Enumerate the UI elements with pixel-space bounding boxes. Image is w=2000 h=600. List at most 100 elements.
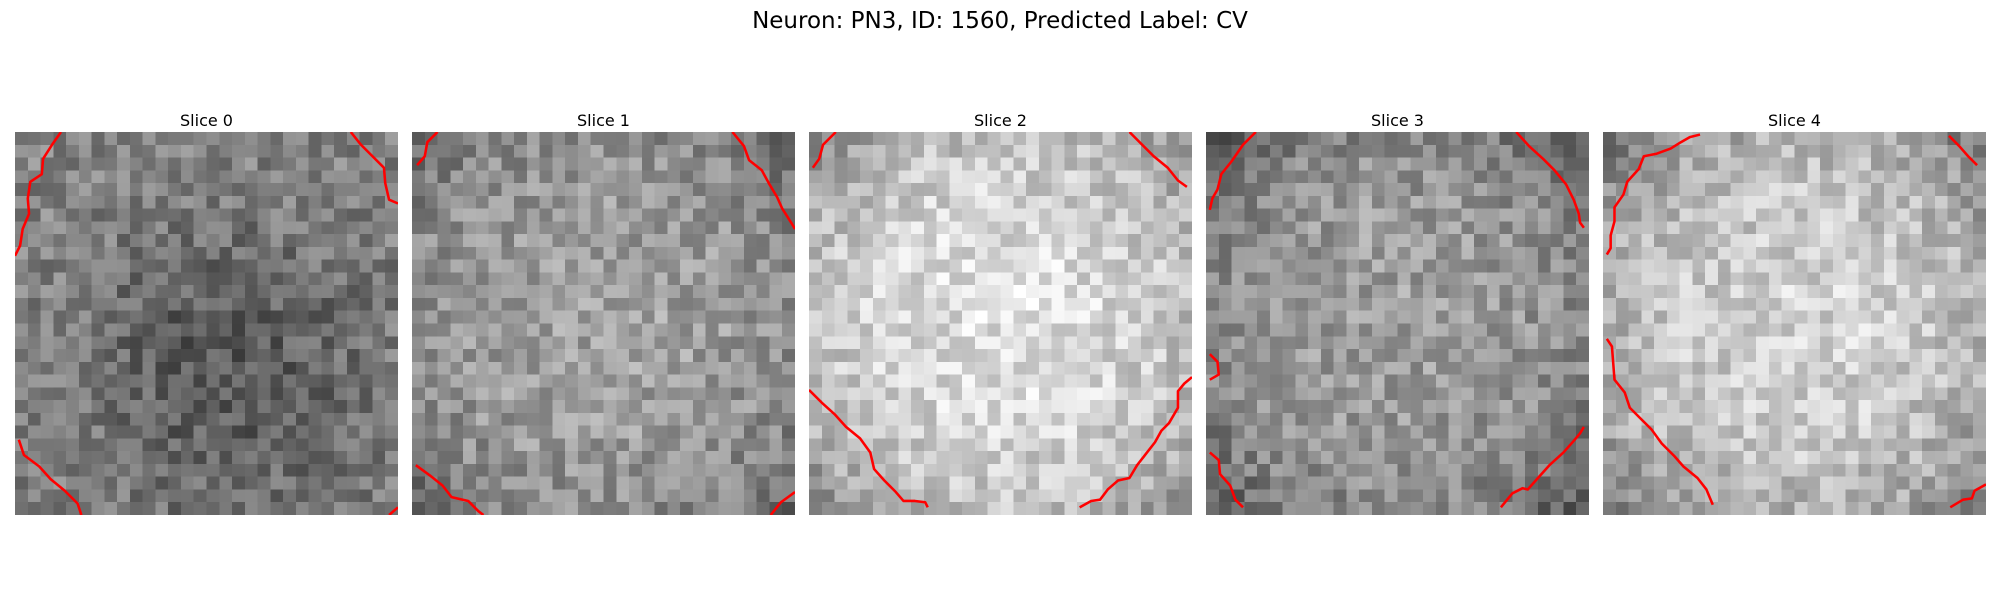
image-pixel [1794, 272, 1808, 286]
image-pixel [1140, 272, 1154, 286]
image-pixel [1115, 451, 1129, 465]
image-pixel [577, 170, 591, 184]
image-pixel [526, 489, 540, 503]
image-pixel [565, 234, 579, 248]
image-pixel [1166, 438, 1180, 452]
image-pixel [1128, 234, 1142, 248]
image-pixel [117, 246, 131, 260]
image-pixel [1628, 221, 1642, 235]
image-pixel [1537, 246, 1551, 260]
image-pixel [1794, 170, 1808, 184]
image-pixel [1423, 132, 1437, 146]
image-pixel [1576, 195, 1589, 209]
image-pixel [1871, 272, 1885, 286]
image-pixel [1269, 183, 1283, 197]
image-pixel [1947, 489, 1961, 503]
image-pixel [1231, 208, 1245, 222]
image-pixel [463, 246, 477, 260]
image-pixel [1423, 259, 1437, 273]
image-pixel [847, 361, 861, 375]
image-pixel [1743, 157, 1757, 171]
image-pixel [514, 476, 528, 490]
image-pixel [91, 451, 105, 465]
image-pixel [91, 285, 105, 299]
image-pixel [1768, 502, 1782, 515]
image-pixel [756, 502, 770, 515]
image-pixel [872, 502, 886, 515]
image-pixel [168, 297, 182, 311]
image-pixel [244, 323, 258, 337]
image-pixel [1257, 349, 1271, 363]
image-pixel [180, 349, 194, 363]
image-pixel [860, 285, 874, 299]
image-pixel [1166, 285, 1180, 299]
image-pixel [180, 374, 194, 388]
image-pixel [1140, 323, 1154, 337]
image-pixel [616, 463, 630, 477]
image-pixel [782, 438, 795, 452]
image-pixel [834, 259, 848, 273]
contour-line [1605, 133, 1701, 256]
image-pixel [1231, 170, 1245, 184]
image-pixel [1705, 208, 1719, 222]
image-pixel [1140, 208, 1154, 222]
image-pixel [860, 502, 874, 515]
image-pixel [1654, 349, 1668, 363]
image-pixel [769, 451, 783, 465]
image-pixel [743, 259, 757, 273]
image-pixel [834, 323, 848, 337]
image-pixel [1102, 195, 1116, 209]
image-pixel [488, 349, 502, 363]
image-pixel [1679, 412, 1693, 426]
image-pixel [168, 259, 182, 273]
image-pixel [1896, 502, 1910, 515]
image-pixel [962, 285, 976, 299]
image-pixel [1820, 132, 1834, 146]
image-pixel [1077, 400, 1091, 414]
image-pixel [129, 221, 143, 235]
image-pixel [1692, 183, 1706, 197]
image-pixel [1679, 451, 1693, 465]
image-pixel [1166, 144, 1180, 158]
image-pixel [1179, 259, 1192, 273]
image-pixel [1896, 489, 1910, 503]
image-pixel [321, 132, 335, 146]
image-pixel [40, 272, 54, 286]
image-pixel [1743, 208, 1757, 222]
image-pixel [1166, 451, 1180, 465]
image-pixel [1206, 387, 1220, 401]
image-pixel [412, 374, 426, 388]
image-pixel [1960, 361, 1974, 375]
image-pixel [15, 297, 29, 311]
image-pixel [359, 195, 373, 209]
image-pixel [1666, 297, 1680, 311]
image-pixel [629, 349, 643, 363]
image-pixel [1858, 272, 1872, 286]
image-pixel [1333, 336, 1347, 350]
image-pixel [1909, 412, 1923, 426]
image-pixel [1807, 323, 1821, 337]
image-pixel [463, 387, 477, 401]
image-pixel [962, 387, 976, 401]
image-pixel [1576, 285, 1589, 299]
image-pixel [552, 132, 566, 146]
image-pixel [539, 234, 553, 248]
image-pixel [1308, 170, 1322, 184]
image-pixel [450, 170, 464, 184]
image-pixel [911, 195, 925, 209]
image-pixel [936, 246, 950, 260]
image-pixel [1820, 387, 1834, 401]
image-pixel [641, 246, 655, 260]
image-pixel [219, 285, 233, 299]
image-pixel [590, 438, 604, 452]
image-pixel [27, 374, 41, 388]
image-pixel [53, 170, 67, 184]
image-pixel [923, 221, 937, 235]
image-pixel [1295, 336, 1309, 350]
image-pixel [1461, 297, 1475, 311]
image-pixel [603, 451, 617, 465]
image-pixel [1282, 463, 1296, 477]
image-pixel [78, 412, 92, 426]
image-pixel [603, 272, 617, 286]
image-pixel [1102, 157, 1116, 171]
